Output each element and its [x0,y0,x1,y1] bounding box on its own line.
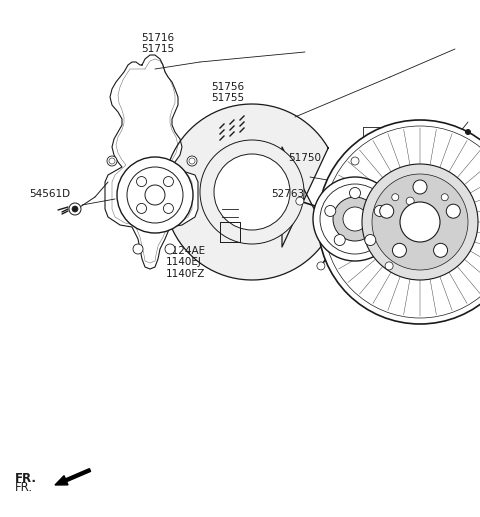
Circle shape [117,157,193,233]
Circle shape [406,197,414,205]
Circle shape [400,202,440,242]
Circle shape [466,129,470,134]
FancyArrow shape [55,468,91,485]
Circle shape [349,188,360,199]
Circle shape [392,194,399,201]
Circle shape [334,235,345,246]
Text: FR.: FR. [15,472,37,484]
Text: 54561D: 54561D [29,189,70,199]
Circle shape [362,164,478,280]
Circle shape [69,203,81,215]
Circle shape [343,207,367,231]
Circle shape [413,180,427,194]
Circle shape [127,167,183,223]
Text: 51716
51715: 51716 51715 [142,33,175,54]
Circle shape [385,262,393,270]
Circle shape [200,140,304,244]
Circle shape [320,184,390,254]
Circle shape [325,205,336,217]
Circle shape [333,197,377,241]
Circle shape [165,244,175,254]
Circle shape [365,235,376,246]
Circle shape [189,158,195,164]
Text: 51756
51755: 51756 51755 [211,82,244,103]
Circle shape [296,197,304,205]
Circle shape [351,157,359,165]
Circle shape [187,156,197,166]
Circle shape [441,194,448,201]
Circle shape [446,204,460,218]
Circle shape [109,158,115,164]
Circle shape [72,206,78,212]
Text: 1220FS: 1220FS [398,303,437,313]
Circle shape [317,262,325,270]
Circle shape [380,204,394,218]
Circle shape [137,203,146,214]
Circle shape [372,174,468,270]
Circle shape [318,120,480,324]
Circle shape [133,244,143,254]
Circle shape [145,185,165,205]
Circle shape [214,154,290,230]
Text: 51750: 51750 [288,153,321,163]
Circle shape [374,205,385,217]
Circle shape [393,244,407,257]
Circle shape [313,177,397,261]
Text: FR.: FR. [14,480,33,494]
Circle shape [107,156,117,166]
Circle shape [163,177,173,187]
Circle shape [324,126,480,318]
Text: 52763: 52763 [271,189,304,199]
Polygon shape [105,55,198,269]
Circle shape [163,203,173,214]
Polygon shape [164,104,328,280]
Circle shape [433,244,447,257]
Text: 1124AE
1140EJ
1140FZ: 1124AE 1140EJ 1140FZ [166,246,206,279]
Circle shape [137,177,146,187]
Text: 51712: 51712 [374,184,408,194]
